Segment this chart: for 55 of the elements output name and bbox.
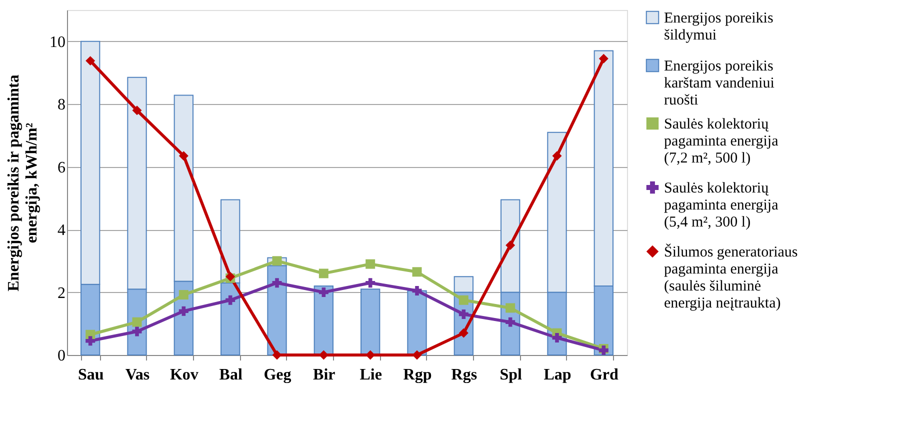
point bbox=[132, 106, 142, 116]
point bbox=[412, 267, 422, 277]
x-tick-label: Lap bbox=[544, 366, 572, 384]
point bbox=[506, 317, 516, 327]
point bbox=[86, 56, 96, 66]
x-tick-label: Vas bbox=[125, 366, 150, 384]
point bbox=[272, 350, 282, 360]
point bbox=[132, 326, 142, 336]
bar bbox=[407, 290, 427, 356]
y-tick-label: 10 bbox=[50, 34, 66, 51]
bar bbox=[314, 286, 334, 356]
point bbox=[598, 54, 608, 64]
legend-label: Energijos poreikis šildymui bbox=[664, 10, 774, 44]
point bbox=[458, 328, 468, 338]
x-tick-label: Bir bbox=[313, 366, 336, 384]
bar bbox=[360, 288, 380, 356]
y-tick-label: 0 bbox=[58, 348, 66, 364]
x-tick-label: Geg bbox=[264, 366, 292, 384]
y-tick-label: 2 bbox=[58, 284, 66, 302]
x-tick-label: Grd bbox=[590, 366, 618, 384]
point bbox=[178, 306, 188, 316]
y-tick-label: 4 bbox=[58, 222, 66, 240]
x-tick-label: Lie bbox=[360, 366, 382, 384]
y-tick-label: 8 bbox=[58, 96, 66, 114]
legend-label: Energijos poreikis karštam vandeniui ruošti bbox=[664, 58, 774, 108]
point bbox=[412, 286, 422, 296]
x-tick-label: Sau bbox=[78, 366, 104, 384]
x-tick-label: Rgs bbox=[451, 366, 478, 384]
legend-label: Saulės kolektorių pagaminta energija (7,2 m², 500 l) bbox=[664, 116, 779, 166]
point bbox=[318, 268, 328, 278]
legend-label: Šilumos generatoriaus pagaminta energija (saulės šiluminė energija neįtraukta) bbox=[664, 244, 798, 312]
point bbox=[506, 240, 516, 250]
point bbox=[132, 317, 142, 327]
point bbox=[506, 303, 516, 313]
y-tick-label: 6 bbox=[58, 159, 66, 176]
point bbox=[178, 290, 188, 300]
x-tick-label: Bal bbox=[219, 366, 243, 384]
point bbox=[178, 151, 188, 161]
point bbox=[552, 151, 562, 161]
point bbox=[458, 295, 468, 305]
point bbox=[318, 288, 328, 298]
point bbox=[272, 256, 282, 266]
point bbox=[366, 259, 376, 269]
legend-label: Saulės kolektorių pagaminta energija (5,4 m², 300 l) bbox=[664, 180, 779, 230]
point bbox=[272, 278, 282, 288]
point bbox=[458, 309, 468, 319]
point bbox=[86, 336, 96, 346]
point bbox=[552, 333, 562, 342]
x-tick-label: Spl bbox=[500, 366, 523, 384]
point bbox=[226, 295, 236, 305]
x-tick-label: Rgp bbox=[403, 366, 432, 384]
y-axis-title: Energijos poreikis ir pagaminta energija, kWh/m² bbox=[6, 74, 40, 292]
x-tick-label: Kov bbox=[170, 366, 198, 384]
point bbox=[366, 278, 376, 288]
point bbox=[412, 350, 422, 360]
